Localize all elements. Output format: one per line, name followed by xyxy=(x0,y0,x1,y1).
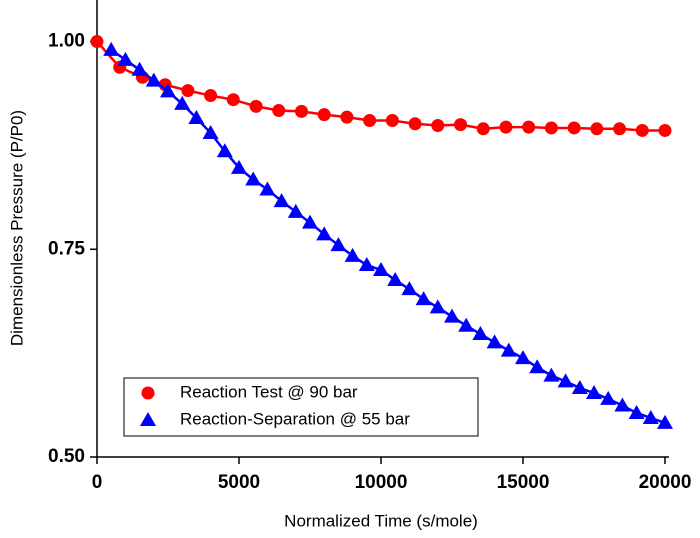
data-point xyxy=(628,404,645,419)
y-tick-label: 0.75 xyxy=(48,238,85,259)
data-point xyxy=(216,143,233,158)
legend-marker xyxy=(140,412,156,426)
data-point xyxy=(614,397,631,412)
data-point xyxy=(401,281,418,296)
y-axis-label: Dimensionless Pressure (P/P0) xyxy=(7,110,26,346)
data-point xyxy=(431,118,445,132)
data-point xyxy=(499,120,513,134)
data-point xyxy=(317,108,331,122)
data-point xyxy=(272,104,286,118)
legend-text: Reaction Test @ 90 bar xyxy=(180,382,358,401)
fit-line xyxy=(96,40,665,132)
data-point xyxy=(363,113,377,127)
y-tick-label: 0.50 xyxy=(48,446,85,467)
data-point xyxy=(131,61,148,76)
data-point xyxy=(188,109,205,124)
data-point xyxy=(454,118,468,132)
data-point xyxy=(249,99,263,113)
data-point xyxy=(586,385,602,400)
data-point xyxy=(543,367,560,382)
data-point xyxy=(103,41,120,56)
data-point xyxy=(567,121,581,135)
data-point xyxy=(500,342,517,357)
data-point xyxy=(231,159,247,174)
data-point xyxy=(245,171,262,186)
x-tick-label: 20000 xyxy=(639,472,692,493)
data-point xyxy=(408,117,422,131)
data-point xyxy=(181,84,195,98)
data-point xyxy=(415,291,432,306)
data-point xyxy=(294,104,308,118)
data-point xyxy=(340,110,354,124)
data-point xyxy=(273,193,290,208)
data-point xyxy=(174,95,191,110)
data-point xyxy=(557,373,574,388)
data-point xyxy=(90,35,104,49)
data-point xyxy=(259,181,276,196)
data-point xyxy=(529,359,546,374)
y-tick-label: 1.00 xyxy=(48,31,85,52)
data-point xyxy=(458,317,475,332)
data-point xyxy=(658,123,672,137)
data-point xyxy=(287,203,304,218)
data-point xyxy=(344,247,361,262)
data-point xyxy=(429,299,446,314)
data-point xyxy=(522,120,536,134)
x-tick-label: 15000 xyxy=(497,472,550,493)
data-point xyxy=(330,237,347,252)
legend-marker xyxy=(141,386,155,400)
data-point xyxy=(160,83,176,98)
x-axis-label: Normalized Time (s/mole) xyxy=(284,511,478,530)
data-point xyxy=(571,380,588,395)
data-point xyxy=(385,113,399,127)
data-point xyxy=(226,93,240,107)
x-tick-label: 10000 xyxy=(355,472,408,493)
data-point xyxy=(387,272,404,287)
data-point xyxy=(145,72,162,87)
data-point xyxy=(444,308,460,323)
data-point xyxy=(613,122,627,136)
data-point xyxy=(204,89,218,103)
data-point xyxy=(202,124,219,139)
x-tick-label: 5000 xyxy=(218,472,260,493)
legend-text: Reaction-Separation @ 55 bar xyxy=(180,409,410,428)
data-point xyxy=(590,122,604,136)
fit-line xyxy=(110,48,666,425)
data-point xyxy=(544,121,558,135)
data-point xyxy=(472,326,489,341)
data-point xyxy=(358,257,375,272)
legend-box xyxy=(123,377,479,437)
data-point xyxy=(642,409,659,424)
data-point xyxy=(302,214,318,229)
data-point xyxy=(486,334,503,349)
data-point xyxy=(476,122,490,136)
data-point xyxy=(515,350,531,365)
data-point xyxy=(373,262,389,277)
data-point xyxy=(657,414,673,429)
data-point xyxy=(117,51,134,66)
x-tick-label: 0 xyxy=(92,472,103,493)
data-point xyxy=(316,226,333,241)
data-point xyxy=(635,123,649,137)
data-point xyxy=(600,390,617,405)
